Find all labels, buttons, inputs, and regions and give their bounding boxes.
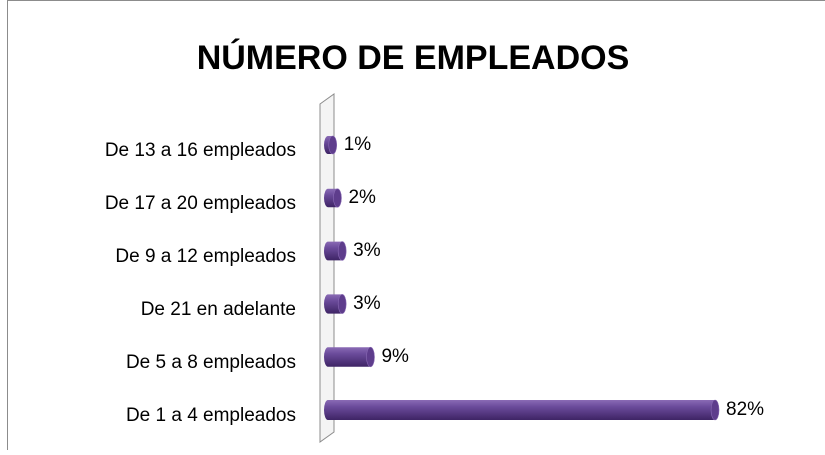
chart-title: NÚMERO DE EMPLEADOS (197, 39, 630, 77)
y-tick-label: De 5 a 8 empleados (126, 352, 296, 373)
y-tick-label: De 17 a 20 empleados (105, 193, 296, 214)
bar-cap (337, 294, 347, 314)
value-label: 2% (348, 187, 376, 208)
bar-cap (710, 399, 720, 421)
value-label: 3% (353, 240, 381, 261)
bar (324, 347, 375, 367)
bar-cap (333, 188, 342, 208)
bar-cap (328, 135, 338, 155)
value-label: 82% (726, 399, 764, 420)
y-tick-label: De 13 a 16 empleados (105, 140, 296, 161)
y-tick-label: De 21 en adelante (141, 299, 296, 320)
value-label: 9% (381, 346, 409, 367)
y-tick-label: De 9 a 12 empleados (115, 246, 296, 267)
bar-cap (366, 346, 375, 368)
value-label: 3% (353, 293, 381, 314)
y-tick-label: De 1 a 4 empleados (126, 405, 296, 426)
value-label: 1% (344, 134, 372, 155)
bar-cap (337, 241, 347, 261)
bar (324, 400, 720, 420)
